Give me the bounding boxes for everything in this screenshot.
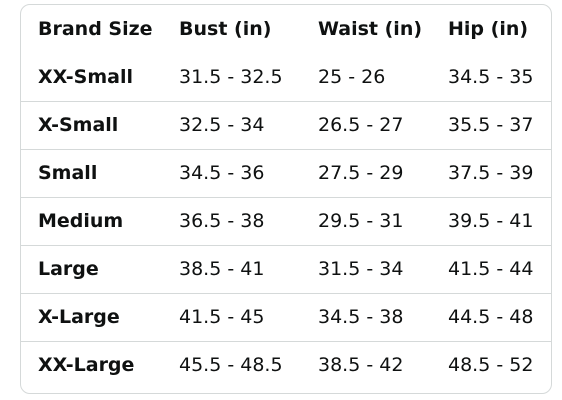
cell-hip: 44.5 - 48 — [431, 292, 551, 341]
header-brand-size: Brand Size — [38, 18, 153, 40]
cell-waist: 34.5 - 38 — [301, 292, 431, 341]
cell-bust: 36.5 - 38 — [162, 196, 301, 245]
cell-hip: 39.5 - 41 — [431, 196, 551, 245]
cell-waist: 38.5 - 42 — [301, 340, 431, 389]
cell-brand-size: Medium — [21, 196, 162, 245]
table-row: XX-Large 45.5 - 48.5 38.5 - 42 48.5 - 52 — [21, 340, 551, 389]
table-row: Medium 36.5 - 38 29.5 - 31 39.5 - 41 — [21, 196, 551, 245]
cell-waist: 29.5 - 31 — [301, 196, 431, 245]
cell-brand-size: Large — [21, 244, 162, 293]
cell-brand-size: X-Small — [21, 100, 162, 149]
cell-bust: 31.5 - 32.5 — [179, 65, 283, 88]
cell-brand-size: XX-Small — [38, 65, 133, 88]
cell-brand-size: XX-Large — [21, 340, 162, 389]
cell-hip: 35.5 - 37 — [431, 100, 551, 149]
header-bust: Bust (in) — [179, 18, 272, 40]
size-chart-card: Brand Size Bust (in) Waist (in) Hip (in)… — [20, 4, 552, 394]
cell-bust: 32.5 - 34 — [162, 100, 301, 149]
table-row: XX-Small 31.5 - 32.5 25 - 26 34.5 - 35 — [21, 53, 551, 101]
cell-brand-size: Small — [21, 148, 162, 197]
table-row: Large 38.5 - 41 31.5 - 34 41.5 - 44 — [21, 244, 551, 293]
table-row: X-Small 32.5 - 34 26.5 - 27 35.5 - 37 — [21, 100, 551, 149]
header-hip: Hip (in) — [448, 18, 529, 40]
cell-bust: 41.5 - 45 — [162, 292, 301, 341]
cell-bust: 34.5 - 36 — [162, 148, 301, 197]
cell-brand-size: X-Large — [21, 292, 162, 341]
cell-hip: 48.5 - 52 — [431, 340, 551, 389]
cell-waist: 27.5 - 29 — [301, 148, 431, 197]
cell-hip: 41.5 - 44 — [431, 244, 551, 293]
cell-waist: 31.5 - 34 — [301, 244, 431, 293]
table-row: Small 34.5 - 36 27.5 - 29 37.5 - 39 — [21, 148, 551, 197]
header-waist: Waist (in) — [318, 18, 423, 40]
cell-hip: 34.5 - 35 — [448, 65, 534, 88]
size-chart-table: Brand Size Bust (in) Waist (in) Hip (in)… — [21, 5, 551, 389]
table-header-row: Brand Size Bust (in) Waist (in) Hip (in) — [21, 5, 551, 53]
table-row: X-Large 41.5 - 45 34.5 - 38 44.5 - 48 — [21, 292, 551, 341]
cell-hip: 37.5 - 39 — [431, 148, 551, 197]
cell-waist: 26.5 - 27 — [301, 100, 431, 149]
cell-waist: 25 - 26 — [318, 65, 386, 88]
cell-bust: 38.5 - 41 — [162, 244, 301, 293]
cell-bust: 45.5 - 48.5 — [162, 340, 301, 389]
